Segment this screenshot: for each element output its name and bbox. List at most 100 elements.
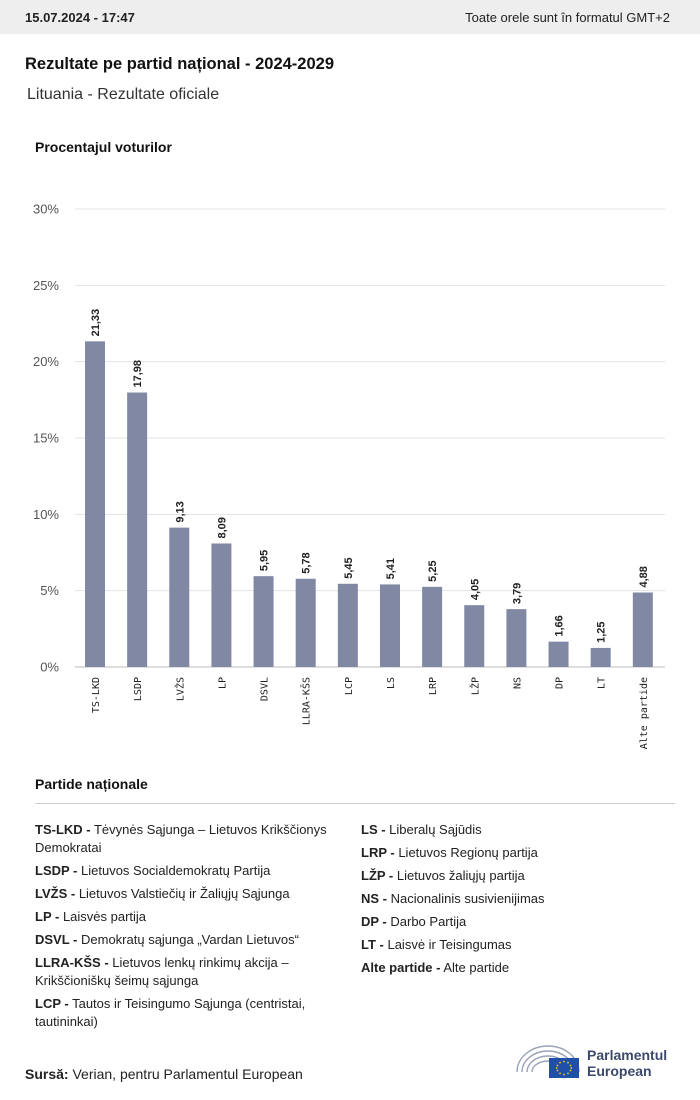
y-axis-label: Procentajul voturilor (35, 139, 172, 155)
bar (295, 578, 316, 667)
bar (632, 592, 653, 667)
bar-value-label: 4,88 (638, 566, 650, 587)
source-text: Verian, pentru Parlamentul European (72, 1066, 303, 1082)
legend-abbr: DP - (361, 914, 387, 929)
legend-item: LVŽS - Lietuvos Valstiečių ir Žaliųjų Są… (35, 885, 350, 903)
legend-abbr: LS - (361, 822, 386, 837)
bar (127, 392, 148, 667)
legend-abbr: LCP - (35, 996, 69, 1011)
legend-name: Lietuvos Socialdemokratų Partija (77, 863, 271, 878)
legend-abbr: LLRA-KŠS - (35, 955, 109, 970)
legend-item: LLRA-KŠS - Lietuvos lenkų rinkimų akcija… (35, 954, 350, 990)
y-tick-label: 15% (33, 431, 59, 446)
x-tick-label: LP (217, 677, 228, 689)
legend-name: Demokratų sąjunga „Vardan Lietuvos“ (77, 932, 299, 947)
european-parliament-hemicycle-icon (516, 1045, 580, 1078)
x-tick-label: LS (386, 677, 397, 689)
legend-abbr: LŽP - (361, 868, 394, 883)
source-line: Sursă: Verian, pentru Parlamentul Europe… (25, 1066, 303, 1082)
legend-item: LRP - Lietuvos Regionų partija (361, 844, 676, 862)
x-tick-label: LŽP (468, 677, 481, 695)
legend-right-column: LS - Liberalų Sąjūdis LRP - Lietuvos Regi… (361, 821, 676, 982)
bar-value-label: 4,05 (469, 579, 481, 600)
x-tick-label: LSDP (133, 677, 144, 701)
page-subtitle: Lituania - Rezultate oficiale (27, 86, 220, 103)
y-tick-label: 10% (33, 507, 59, 522)
x-tick-label: Alte partide (639, 677, 650, 749)
x-tick-label: LCP (344, 677, 355, 695)
legend-abbr: LP - (35, 909, 60, 924)
bar (422, 586, 443, 667)
legend-item: TS-LKD - Tėvynės Sąjunga – Lietuvos Krik… (35, 821, 350, 857)
legend-abbr: LT - (361, 937, 384, 952)
bar (548, 641, 569, 667)
bar-value-label: 5,78 (301, 552, 313, 573)
legend-title: Partide naționale (35, 776, 148, 792)
bar-value-label: 21,33 (90, 309, 102, 337)
legend-name: Alte partide (440, 960, 510, 975)
legend-name: Lietuvos Valstiečių ir Žaliųjų Sąjunga (75, 886, 290, 901)
bar (506, 609, 527, 667)
legend-name: Tėvynės Sąjunga – Lietuvos Krikščionys D… (35, 822, 327, 855)
x-tick-label: TS-LKD (91, 677, 102, 713)
legend-name: Laisvės partija (59, 909, 147, 924)
y-tick-label: 30% (33, 202, 59, 217)
legend-abbr: NS - (361, 891, 387, 906)
legend-item: DSVL - Demokratų sąjunga „Vardan Lietuvo… (35, 931, 350, 949)
x-tick-label: LT (597, 677, 608, 689)
legend-item: LS - Liberalų Sąjūdis (361, 821, 676, 839)
legend-name: Tautos ir Teisingumo Sąjunga (centristai… (35, 996, 306, 1029)
legend-item: LP - Laisvės partija (35, 908, 350, 926)
bar (253, 576, 274, 667)
bar (590, 647, 611, 667)
x-tick-label: LLRA-KŠS (300, 677, 313, 725)
x-tick-label: LRP (428, 677, 439, 695)
legend-item: Alte partide - Alte partide (361, 959, 676, 977)
x-tick-label: DP (555, 677, 566, 689)
legend-abbr: LVŽS - (35, 886, 76, 901)
legend-name: Darbo Partija (386, 914, 467, 929)
bar-chart: Procentajul voturilor 0% 5% 10% 15% 20% 25% 30%… (33, 139, 665, 749)
bar (464, 605, 485, 667)
x-tick-label: DSVL (260, 677, 271, 701)
logo-line-2: European (587, 1063, 652, 1079)
y-tick-label: 0% (40, 660, 59, 675)
legend-abbr: Alte partide - (361, 960, 441, 975)
bar (85, 341, 105, 667)
bar (337, 583, 358, 667)
source-label: Sursă: (25, 1066, 69, 1082)
x-tick-label: LVŽS (173, 677, 186, 701)
bar-value-label: 5,45 (343, 557, 355, 578)
legend-item: LŽP - Lietuvos žaliųjų partija (361, 867, 676, 885)
bar-value-label: 1,66 (554, 615, 566, 636)
logo-text: Parlamentul European (587, 1047, 667, 1079)
legend-name: Liberalų Sąjūdis (385, 822, 482, 837)
bar (379, 584, 400, 667)
bar-value-label: 8,09 (216, 517, 228, 538)
parliament-logo: Parlamentul European (515, 1042, 680, 1082)
legend-item: NS - Nacionalinis susivienijimas (361, 890, 676, 908)
x-tick-label: NS (512, 677, 523, 689)
bar-value-label: 17,98 (132, 360, 144, 388)
legend-item: DP - Darbo Partija (361, 913, 676, 931)
bar-value-label: 1,25 (596, 621, 608, 642)
bar-value-label: 9,13 (174, 501, 186, 522)
legend-abbr: TS-LKD - (35, 822, 91, 837)
bar-value-label: 5,41 (385, 558, 397, 579)
legend-name: Nacionalinis susivienijimas (387, 891, 545, 906)
bar (169, 527, 190, 667)
bar-value-label: 5,95 (259, 550, 271, 571)
bar-value-label: 3,79 (511, 583, 523, 604)
legend-item: LT - Laisvė ir Teisingumas (361, 936, 676, 954)
legend-left-column: TS-LKD - Tėvynės Sąjunga – Lietuvos Krik… (35, 821, 350, 1036)
legend-abbr: LSDP - (35, 863, 78, 878)
top-bar: 15.07.2024 - 17:47 Toate orele sunt în f… (0, 0, 700, 34)
logo-line-1: Parlamentul (587, 1047, 668, 1063)
legend-divider (35, 803, 675, 804)
datetime: 15.07.2024 - 17:47 (25, 9, 135, 25)
legend-abbr: DSVL - (35, 932, 78, 947)
legend-abbr: LRP - (361, 845, 395, 860)
legend-item: LSDP - Lietuvos Socialdemokratų Partija (35, 862, 350, 880)
y-tick-label: 25% (33, 278, 59, 293)
legend-name: Laisvė ir Teisingumas (383, 937, 512, 952)
